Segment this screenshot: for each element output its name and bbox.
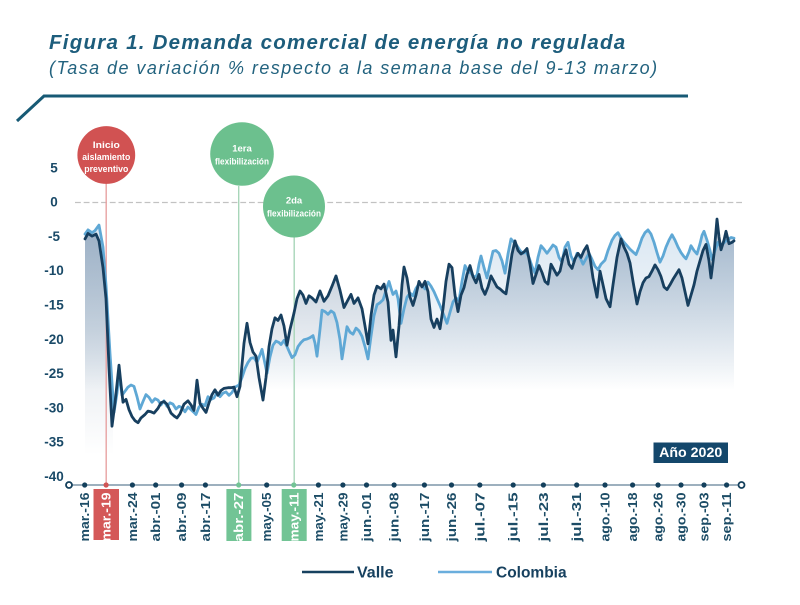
svg-text:preventivo: preventivo bbox=[84, 164, 128, 175]
svg-text:abr.-01: abr.-01 bbox=[149, 492, 163, 541]
svg-text:may.-05: may.-05 bbox=[260, 492, 274, 541]
svg-text:jun.-26: jun.-26 bbox=[445, 492, 459, 542]
svg-text:flexibilización: flexibilización bbox=[267, 209, 321, 220]
svg-text:Valle: Valle bbox=[357, 565, 394, 582]
svg-text:may.-29: may.-29 bbox=[336, 492, 350, 541]
svg-text:jun.-08: jun.-08 bbox=[388, 492, 402, 542]
svg-text:ago.-18: ago.-18 bbox=[626, 492, 640, 541]
svg-text:0: 0 bbox=[50, 195, 58, 210]
svg-text:jul.-07: jul.-07 bbox=[473, 492, 487, 542]
svg-text:Figura 1. Demanda comercial de: Figura 1. Demanda comercial de energía n… bbox=[49, 31, 626, 54]
svg-text:ago.-10: ago.-10 bbox=[599, 492, 613, 541]
svg-text:jun.-01: jun.-01 bbox=[360, 492, 374, 542]
svg-text:-35: -35 bbox=[44, 435, 64, 450]
svg-text:5: 5 bbox=[50, 160, 58, 175]
svg-text:-40: -40 bbox=[44, 469, 64, 484]
svg-text:sep.-03: sep.-03 bbox=[698, 492, 712, 541]
svg-text:flexibilización: flexibilización bbox=[215, 157, 269, 168]
svg-text:mar.-19: mar.-19 bbox=[100, 492, 114, 541]
svg-text:-30: -30 bbox=[44, 400, 64, 415]
svg-text:1era: 1era bbox=[232, 144, 252, 155]
svg-text:2da: 2da bbox=[286, 196, 303, 207]
svg-text:-20: -20 bbox=[44, 332, 64, 347]
svg-text:abr.-17: abr.-17 bbox=[199, 492, 213, 541]
svg-text:aislamiento: aislamiento bbox=[82, 152, 130, 163]
svg-text:Año 2020: Año 2020 bbox=[659, 445, 722, 461]
svg-text:Inicio: Inicio bbox=[93, 140, 120, 151]
svg-text:sep.-11: sep.-11 bbox=[720, 492, 734, 541]
svg-text:-25: -25 bbox=[44, 366, 64, 381]
svg-text:-5: -5 bbox=[48, 229, 60, 244]
svg-text:-15: -15 bbox=[44, 297, 64, 312]
svg-text:may.-21: may.-21 bbox=[312, 492, 326, 541]
svg-text:mar.-16: mar.-16 bbox=[78, 492, 92, 541]
svg-text:(Tasa de variación % respecto: (Tasa de variación % respecto a la seman… bbox=[49, 58, 659, 78]
svg-text:-10: -10 bbox=[44, 263, 64, 278]
svg-text:jul.-31: jul.-31 bbox=[570, 492, 584, 542]
svg-text:abr.-09: abr.-09 bbox=[175, 492, 189, 541]
svg-text:jul.-15: jul.-15 bbox=[507, 492, 521, 542]
svg-text:jul.-23: jul.-23 bbox=[537, 492, 551, 542]
svg-text:mar.-24: mar.-24 bbox=[126, 492, 140, 541]
svg-text:jun.-17: jun.-17 bbox=[418, 492, 432, 542]
svg-text:ago.-30: ago.-30 bbox=[675, 492, 689, 541]
svg-text:ago.-26: ago.-26 bbox=[652, 492, 666, 541]
svg-text:abr.-27: abr.-27 bbox=[232, 492, 246, 541]
svg-text:Colombia: Colombia bbox=[496, 565, 567, 582]
svg-text:may.-11: may.-11 bbox=[287, 492, 301, 541]
